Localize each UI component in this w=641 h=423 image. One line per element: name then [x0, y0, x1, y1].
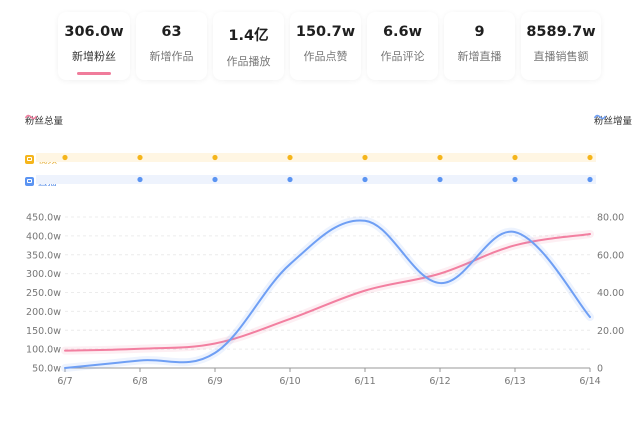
live-marker[interactable] — [362, 176, 368, 183]
live-marker[interactable] — [587, 176, 593, 183]
stat-value: 306.0w — [64, 24, 124, 40]
x-axis-tick-label: 6/8 — [132, 376, 147, 387]
right-axis-tick-label: 60.00 — [597, 250, 624, 261]
series-line-total-fans[interactable] — [64, 232, 591, 352]
x-axis-tick-label: 6/14 — [579, 376, 600, 387]
left-axis-tick-label: 450.0w — [26, 213, 61, 224]
left-axis-tick-label: 400.0w — [26, 231, 61, 242]
left-axis-tick-label: 300.0w — [26, 269, 61, 280]
legend-label: 粉丝增量 — [593, 116, 632, 127]
right-axis-tick-label: 20.00 — [597, 326, 624, 337]
right-axis-tick-label: 0 — [597, 364, 603, 375]
video-marker[interactable] — [437, 154, 443, 161]
stats-bar: 306.0w 新增粉丝 63 新增作品 1.4亿 作品播放 150.7w 作品点… — [58, 12, 601, 82]
stat-label: 作品播放 — [226, 55, 271, 68]
x-axis-tick-label: 6/13 — [504, 376, 525, 387]
x-axis-tick-label: 6/10 — [279, 376, 300, 387]
left-axis-tick-label: 350.0w — [26, 250, 61, 261]
video-marker[interactable] — [587, 154, 593, 161]
live-icon — [25, 176, 34, 186]
stat-live-sales[interactable]: 8589.7w 直播销售额 — [521, 12, 601, 80]
stat-new-works[interactable]: 63 新增作品 — [136, 12, 207, 80]
live-marker[interactable] — [287, 176, 293, 183]
right-axis-tick-label: 80.00 — [597, 213, 624, 224]
legend-label: 粉丝总量 — [25, 116, 64, 127]
video-marker[interactable] — [212, 154, 218, 161]
wave-icon — [593, 114, 606, 120]
stat-new-lives[interactable]: 9 新增直播 — [444, 12, 515, 80]
stat-works-comments[interactable]: 6.6w 作品评论 — [367, 12, 438, 80]
x-axis-tick-label: 6/9 — [207, 376, 222, 387]
stat-value: 9 — [474, 24, 485, 40]
live-marker[interactable] — [512, 176, 518, 183]
stat-works-plays[interactable]: 1.4亿 作品播放 — [213, 12, 284, 80]
live-marker[interactable] — [137, 176, 143, 183]
live-marker[interactable] — [212, 176, 218, 183]
series-line-fans-increment[interactable] — [64, 219, 591, 369]
active-tab-indicator — [77, 72, 111, 75]
stat-value: 6.6w — [382, 24, 423, 40]
x-axis-tick-label: 6/7 — [57, 376, 72, 387]
right-axis-tick-label: 40.00 — [597, 288, 624, 299]
stat-label: 作品评论 — [380, 50, 425, 63]
video-marker[interactable] — [287, 154, 293, 161]
live-marker[interactable] — [437, 176, 443, 183]
stat-value: 1.4亿 — [228, 28, 269, 44]
stat-new-fans[interactable]: 306.0w 新增粉丝 — [58, 12, 130, 80]
stat-label: 新增粉丝 — [72, 50, 116, 63]
left-axis-tick-label: 250.0w — [26, 288, 61, 299]
stat-label: 新增作品 — [149, 50, 194, 63]
video-marker[interactable] — [137, 154, 143, 161]
x-axis-tick-label: 6/12 — [429, 376, 450, 387]
fans-trend-chart: 50.0w 100.0w 150.0w 200.0w 250.0w 300.0w 350.0… — [26, 153, 624, 387]
video-icon — [25, 154, 34, 164]
stat-works-likes[interactable]: 150.7w 作品点赞 — [290, 12, 361, 80]
chart-area: 粉丝总量 粉丝增量 视频 直播 50.0w100.0w150.0w200.0w2… — [0, 100, 641, 423]
left-axis-tick-label: 200.0w — [26, 307, 61, 318]
stat-label: 新增直播 — [457, 50, 502, 63]
stat-value: 63 — [161, 24, 182, 40]
video-track-band — [36, 153, 596, 162]
legend-fans-increment[interactable]: 粉丝增量 — [593, 113, 632, 127]
stat-label: 作品点赞 — [303, 50, 348, 63]
left-axis-tick-label: 100.0w — [26, 345, 61, 356]
left-axis-tick-label: 150.0w — [26, 326, 61, 337]
wave-icon — [25, 114, 37, 120]
stat-value: 150.7w — [295, 24, 356, 40]
video-marker[interactable] — [512, 154, 518, 161]
stat-label: 直播销售额 — [533, 50, 589, 63]
stat-value: 8589.7w — [526, 24, 596, 40]
video-marker[interactable] — [362, 154, 368, 161]
x-axis-tick-label: 6/11 — [354, 376, 375, 387]
legend-total-fans[interactable]: 粉丝总量 — [25, 113, 63, 127]
live-track-band — [36, 175, 596, 184]
left-axis-tick-label: 50.0w — [32, 364, 61, 375]
video-marker[interactable] — [62, 154, 68, 161]
